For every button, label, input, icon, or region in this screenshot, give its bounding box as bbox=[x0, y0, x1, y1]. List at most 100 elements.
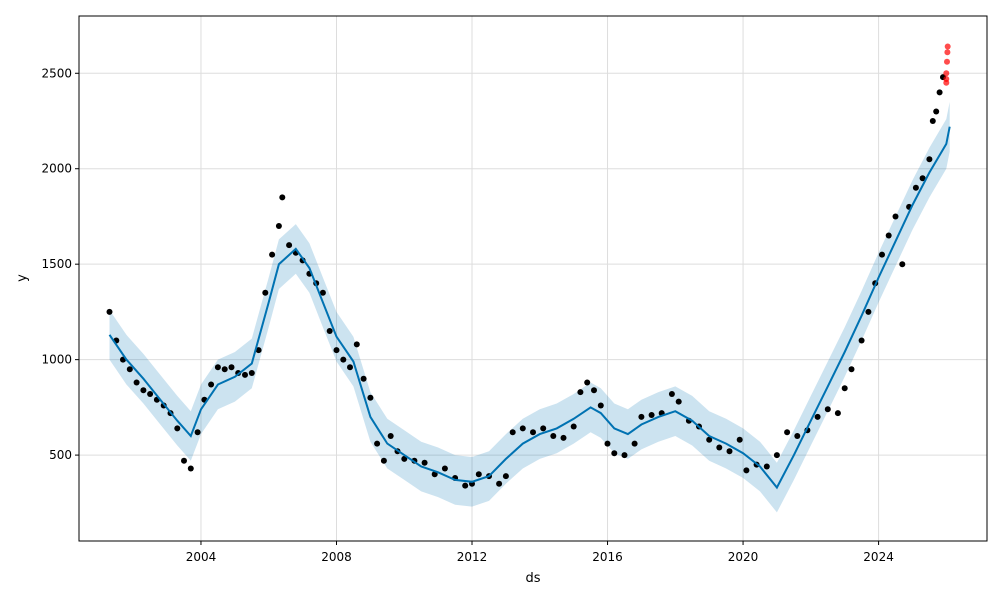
observed-point bbox=[140, 387, 147, 394]
observed-point bbox=[597, 402, 604, 409]
observed-point bbox=[794, 433, 801, 439]
observed-point bbox=[214, 364, 221, 371]
observed-point bbox=[668, 391, 675, 397]
forecast-line bbox=[108, 126, 951, 490]
recent-point bbox=[943, 76, 950, 82]
y-tick-label: 2500 bbox=[41, 66, 72, 80]
observed-point bbox=[784, 429, 791, 436]
y-tick-label: 1500 bbox=[41, 257, 72, 271]
x-tick-label: 2008 bbox=[321, 550, 352, 564]
observed-point bbox=[421, 459, 428, 466]
observed-point bbox=[841, 385, 848, 392]
observed-point bbox=[899, 261, 906, 268]
observed-point bbox=[919, 175, 926, 182]
observed-point bbox=[892, 213, 899, 220]
observed-point bbox=[387, 433, 394, 439]
observed-point bbox=[147, 391, 154, 397]
observed-point bbox=[133, 379, 140, 386]
observed-point bbox=[550, 433, 557, 439]
observed-point bbox=[936, 89, 943, 96]
observed-point bbox=[228, 364, 235, 371]
observed-point bbox=[638, 413, 645, 420]
observed-point bbox=[208, 381, 215, 388]
observed-point bbox=[286, 242, 293, 249]
observed-point bbox=[716, 444, 723, 451]
observed-point bbox=[279, 194, 286, 201]
observed-point bbox=[326, 328, 333, 334]
observed-point bbox=[560, 434, 567, 441]
observed-points bbox=[106, 74, 946, 489]
observed-point bbox=[502, 473, 509, 480]
observed-point bbox=[611, 450, 618, 457]
observed-point bbox=[401, 455, 408, 462]
uncertainty-band bbox=[109, 101, 950, 513]
observed-point bbox=[858, 337, 865, 344]
observed-point bbox=[340, 356, 347, 363]
observed-point bbox=[530, 429, 536, 436]
observed-point bbox=[360, 375, 367, 382]
observed-point bbox=[475, 471, 482, 478]
observed-point bbox=[584, 379, 591, 386]
x-tick-label: 2020 bbox=[728, 550, 759, 564]
recent-point bbox=[944, 49, 951, 56]
observed-point bbox=[675, 398, 682, 405]
x-tick-label: 2012 bbox=[457, 550, 488, 564]
observed-point bbox=[333, 347, 340, 354]
observed-point bbox=[126, 366, 133, 373]
observed-point bbox=[496, 480, 503, 487]
observed-point bbox=[262, 289, 269, 296]
y-tick-label: 2000 bbox=[41, 162, 72, 176]
observed-point bbox=[824, 406, 831, 413]
observed-point bbox=[353, 341, 360, 348]
observed-point bbox=[577, 389, 584, 396]
x-tick-label: 2004 bbox=[186, 550, 217, 564]
observed-point bbox=[648, 412, 655, 418]
observed-point bbox=[174, 425, 181, 432]
observed-point bbox=[773, 452, 780, 459]
observed-point bbox=[187, 465, 194, 472]
observed-point bbox=[631, 440, 638, 447]
observed-point bbox=[269, 251, 276, 258]
observed-point bbox=[933, 108, 940, 115]
observed-point bbox=[743, 467, 750, 474]
observed-point bbox=[181, 457, 187, 464]
recent-points bbox=[943, 43, 951, 86]
observed-point bbox=[926, 156, 933, 163]
observed-point bbox=[736, 436, 743, 443]
observed-point bbox=[509, 429, 516, 436]
observed-point bbox=[255, 347, 262, 354]
observed-point bbox=[604, 440, 611, 447]
observed-point bbox=[380, 457, 387, 464]
observed-point bbox=[879, 251, 885, 258]
observed-point bbox=[621, 452, 628, 459]
observed-point bbox=[221, 366, 228, 373]
recent-point bbox=[943, 70, 950, 77]
observed-point bbox=[242, 371, 248, 378]
observed-point bbox=[726, 448, 733, 455]
observed-point bbox=[367, 394, 374, 401]
observed-point bbox=[814, 413, 821, 420]
observed-point bbox=[591, 387, 597, 394]
observed-point bbox=[929, 118, 936, 124]
recent-point bbox=[944, 43, 951, 50]
observed-point bbox=[834, 410, 841, 417]
observed-point bbox=[519, 425, 526, 432]
axis-ticks: 2004 2008 2012 2016 2020 2024 500 1000 1500 2000 2… bbox=[41, 66, 893, 564]
observed-point bbox=[462, 482, 469, 489]
observed-point bbox=[848, 366, 855, 373]
observed-point bbox=[248, 370, 255, 376]
observed-point bbox=[540, 425, 547, 432]
observed-point bbox=[106, 308, 113, 315]
x-tick-label: 2016 bbox=[592, 550, 623, 564]
y-tick-label: 1000 bbox=[41, 353, 72, 367]
observed-point bbox=[885, 232, 892, 239]
observed-point bbox=[912, 184, 919, 191]
observed-point bbox=[570, 423, 577, 430]
observed-point bbox=[275, 223, 282, 229]
x-tick-label: 2024 bbox=[863, 550, 894, 564]
observed-point bbox=[706, 436, 713, 443]
plot-frame bbox=[78, 15, 988, 542]
observed-point bbox=[763, 463, 770, 470]
observed-point bbox=[347, 364, 353, 371]
recent-point bbox=[944, 58, 950, 65]
